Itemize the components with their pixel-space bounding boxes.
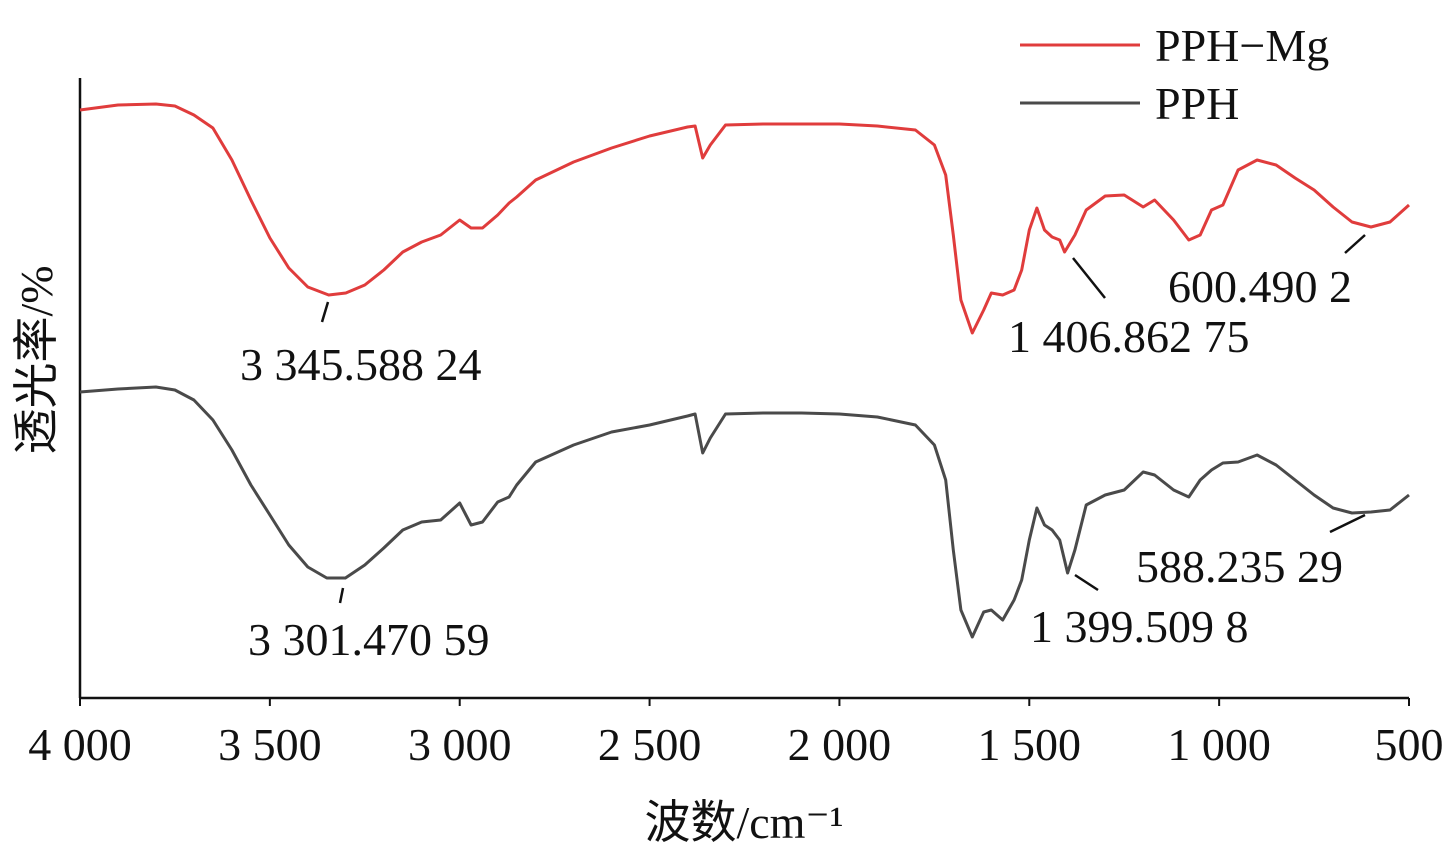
- annotation: 600.490 2: [1168, 261, 1352, 312]
- legend-label: PPH−Mg: [1155, 20, 1329, 71]
- annotation-leader: [1074, 573, 1099, 592]
- x-tick-label: 1 000: [1167, 719, 1271, 770]
- annotation: 1 406.862 75: [1008, 311, 1250, 362]
- annotation-leader: [1072, 257, 1106, 299]
- x-tick-label: 2 000: [788, 719, 892, 770]
- series-line: [79, 385, 1410, 639]
- x-tick-label: 4 000: [28, 719, 132, 770]
- annotation-leader: [1329, 513, 1366, 534]
- annotation: 3 301.470 59: [248, 614, 490, 665]
- x-tick-label: 2 500: [598, 719, 702, 770]
- annotation-leader: [320, 301, 330, 323]
- x-tick-label: 3 500: [218, 719, 322, 770]
- annotation: 1 399.509 8: [1030, 601, 1249, 652]
- annotation: 3 345.588 24: [240, 339, 482, 390]
- x-tick-label: 500: [1375, 719, 1444, 770]
- series-line: [79, 102, 1411, 335]
- annotation: 588.235 29: [1136, 541, 1343, 592]
- legend-label: PPH: [1155, 78, 1239, 129]
- y-axis-label: 透光率/%: [11, 265, 62, 454]
- annotation-leader: [338, 587, 345, 604]
- x-axis-label: 波数/cm⁻¹: [644, 797, 843, 848]
- x-tick-label: 1 500: [978, 719, 1082, 770]
- x-tick-label: 3 000: [408, 719, 512, 770]
- annotation-leader: [1344, 234, 1366, 254]
